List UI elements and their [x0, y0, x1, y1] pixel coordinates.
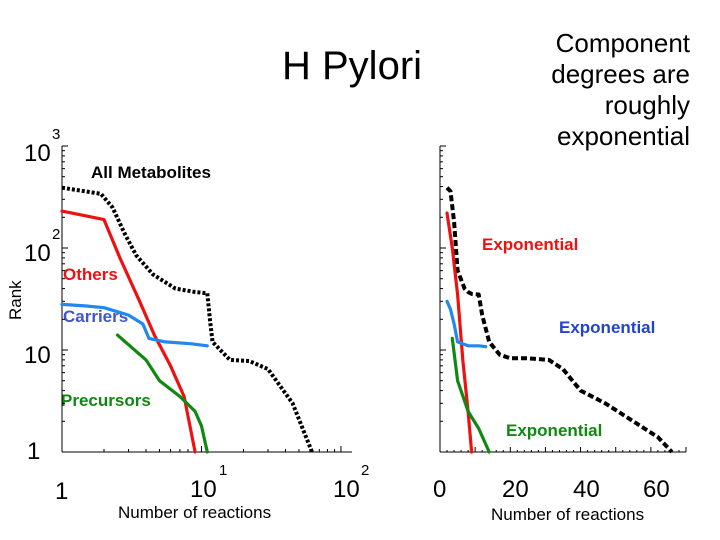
x-tick-label: 10 [333, 476, 360, 503]
x-tick-exponent: 2 [361, 462, 370, 479]
x-tick-exponent: 1 [219, 462, 228, 479]
precursors-label: Precursors [61, 391, 151, 410]
fit-118811-series-line [450, 336, 491, 454]
all-metabolites-label: All Metabolites [91, 163, 211, 182]
fit-ee1111-series-line [445, 211, 474, 454]
y-tick-label: 10 [24, 342, 51, 369]
x-tick-label: 60 [643, 476, 670, 503]
all-metabolites-series-line [445, 186, 674, 454]
page-title: H Pylori [282, 44, 423, 88]
x-axis-label: Number of reactions [118, 503, 272, 522]
y-tick-label: 1 [27, 438, 41, 465]
exponential-red-label: Exponential [482, 235, 579, 254]
exponential-note: Component degrees are roughly exponentia… [551, 28, 690, 151]
x-tick-label: 0 [433, 476, 447, 503]
y-tick-label: 10 [24, 240, 51, 267]
all-metabolites-series-line [61, 185, 314, 453]
x-axis-label: Number of reactions [491, 505, 645, 524]
y-tick-label: 10 [24, 140, 51, 167]
carriers-series-line [60, 302, 209, 348]
x-tick-label: 40 [573, 476, 600, 503]
precursors-series-line [115, 333, 209, 454]
y-tick-exponent: 2 [52, 226, 61, 243]
exponential-green-label: Exponential [506, 421, 603, 440]
others-label: Others [63, 265, 118, 284]
fit-2288ee-series-line [445, 299, 488, 349]
exponential-blue-label: Exponential [559, 318, 656, 337]
x-tick-label: 10 [190, 476, 217, 503]
x-tick-label: 1 [55, 478, 69, 505]
y-tick-exponent: 3 [52, 126, 61, 143]
x-tick-label: 20 [502, 476, 529, 503]
others-series-line [60, 209, 197, 454]
